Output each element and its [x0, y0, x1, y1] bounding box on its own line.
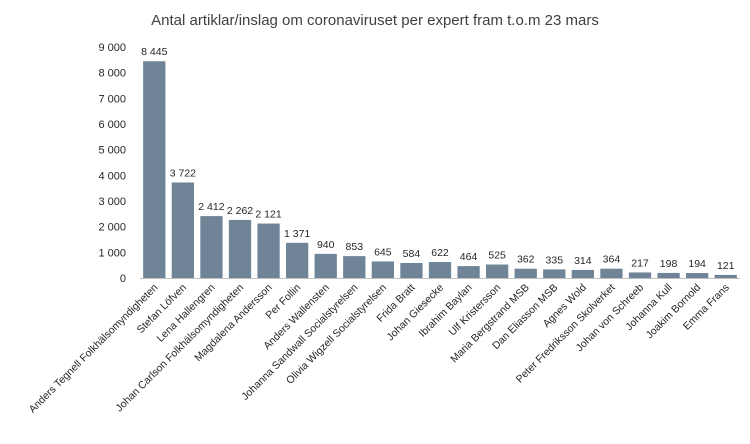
data-label: 525: [488, 250, 506, 262]
y-tick-label: 8 000: [98, 68, 126, 80]
data-label: 314: [574, 255, 592, 267]
bar: [686, 273, 709, 278]
y-axis-ticks: 0 1 000 2 000 3 000 4 000 5 000 6 000 7 000 8 00…: [98, 42, 126, 285]
data-label: 2 121: [255, 209, 281, 221]
data-label: 8 445: [141, 46, 167, 58]
data-label: 940: [317, 239, 335, 251]
bars: [143, 61, 737, 279]
y-tick-label: 6 000: [98, 119, 126, 131]
y-tick-label: 9 000: [98, 42, 126, 54]
bar: [486, 264, 509, 278]
bar: [343, 256, 366, 278]
y-tick-label: 4 000: [98, 170, 126, 182]
data-label: 2 262: [227, 205, 253, 217]
bar: [257, 223, 280, 278]
bar: [714, 274, 737, 278]
bar: [228, 219, 252, 278]
data-label: 364: [603, 254, 621, 266]
data-label: 645: [374, 246, 392, 258]
data-label: 464: [460, 251, 478, 263]
bar: [143, 61, 166, 279]
data-label: 362: [517, 254, 535, 266]
data-label: 121: [717, 260, 735, 272]
data-label: 3 722: [170, 167, 196, 179]
y-tick-label: 3 000: [98, 196, 126, 208]
data-label: 217: [631, 257, 649, 269]
bar: [543, 269, 566, 278]
data-label: 622: [431, 247, 449, 259]
data-label: 1 371: [284, 228, 310, 240]
y-tick-label: 0: [120, 273, 126, 285]
bar: [171, 182, 194, 278]
y-tick-label: 7 000: [98, 93, 126, 105]
data-label: 2 412: [198, 201, 224, 213]
bar: [628, 272, 652, 278]
data-label: 198: [660, 258, 678, 270]
bar: [514, 268, 537, 278]
data-label: 853: [346, 241, 364, 253]
bar: [371, 261, 394, 278]
data-label: 584: [403, 248, 421, 260]
bar: [657, 272, 680, 278]
chart-title: Antal artiklar/inslag om coronaviruset p…: [151, 12, 599, 29]
bar: [571, 269, 594, 278]
y-tick-label: 5 000: [98, 145, 126, 157]
bar: [600, 268, 623, 278]
bar: [286, 242, 309, 278]
data-label: 335: [546, 254, 564, 266]
bar: [400, 263, 423, 278]
x-axis-labels: Anders Tegnell FolkhälsomyndighetenStefa…: [27, 282, 732, 416]
bar: [200, 216, 223, 278]
y-tick-label: 2 000: [98, 222, 126, 234]
bar: [457, 266, 480, 278]
bar: [428, 262, 452, 278]
y-tick-label: 1 000: [98, 247, 126, 259]
data-label: 194: [688, 258, 706, 270]
bar: [314, 253, 337, 278]
